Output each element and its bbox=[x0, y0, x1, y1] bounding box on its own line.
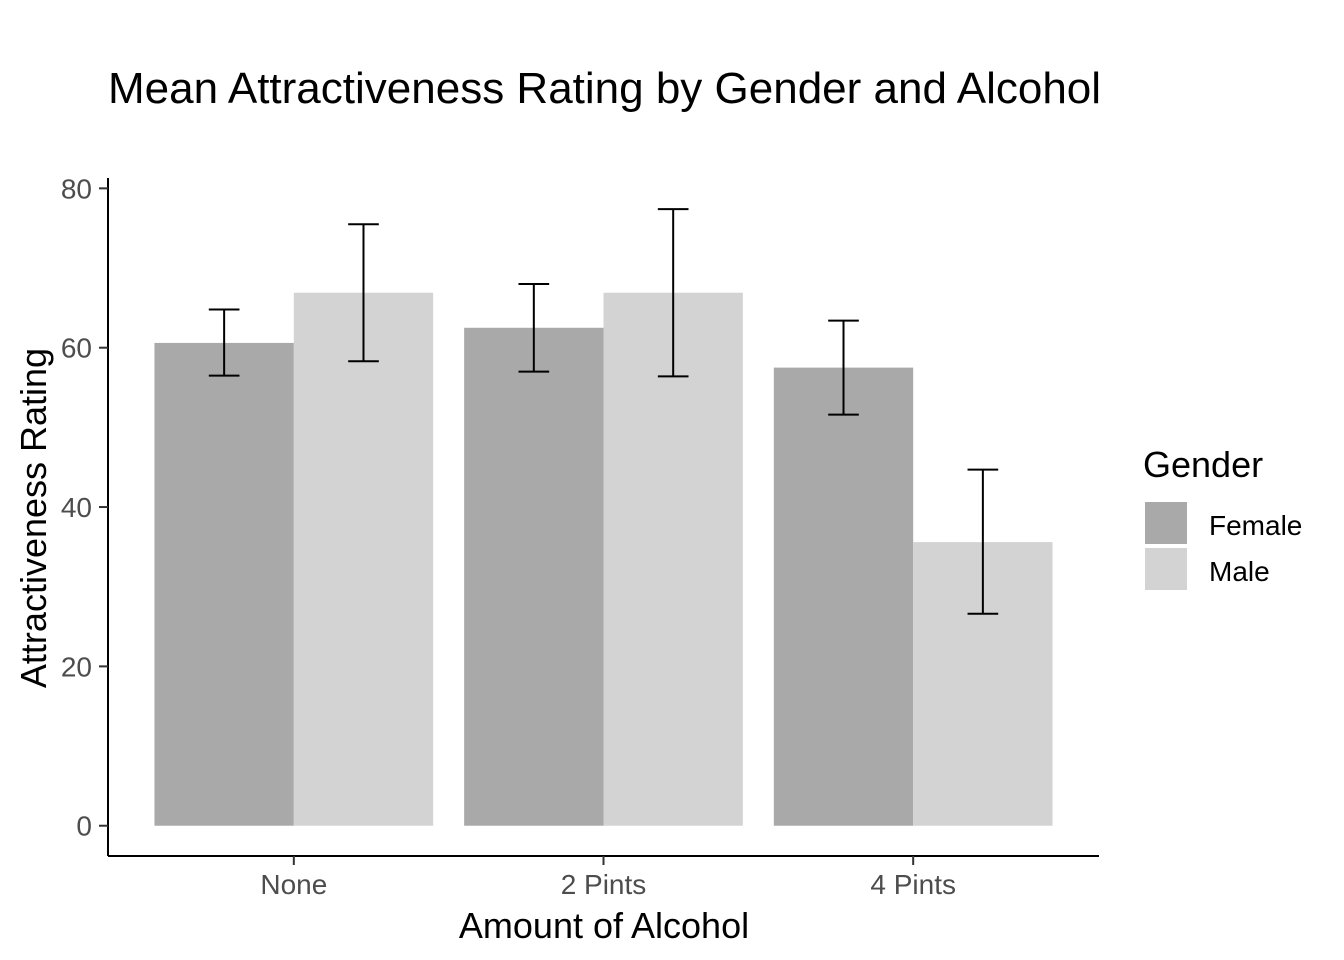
y-tick-label: 80 bbox=[61, 173, 92, 204]
errorbar-female-1 bbox=[518, 282, 550, 373]
errorbar-male-1 bbox=[657, 208, 689, 378]
errorbar-male-2 bbox=[967, 468, 999, 615]
legend-items: Female Male bbox=[1145, 502, 1302, 590]
bar-female-0 bbox=[154, 342, 294, 826]
legend-item-female: Female bbox=[1145, 502, 1302, 544]
errorbar-male-0 bbox=[348, 223, 379, 363]
y-axis-ticks: 0 20 40 60 80 bbox=[61, 173, 108, 842]
legend-swatch bbox=[1145, 548, 1187, 590]
bars-layer bbox=[154, 292, 1053, 826]
y-axis-title: Attractiveness Rating bbox=[13, 348, 54, 688]
errorbar-female-2 bbox=[828, 319, 859, 416]
x-tick-label: 2 Pints bbox=[561, 869, 647, 900]
y-tick-label: 60 bbox=[61, 333, 92, 364]
legend-title: Gender bbox=[1143, 444, 1263, 485]
legend: Gender Female Male bbox=[1143, 444, 1302, 590]
plot-area: 0 20 40 60 80 None 2 Pints 4 Pints bbox=[61, 173, 1099, 900]
legend-label: Male bbox=[1209, 556, 1270, 587]
y-tick-label: 0 bbox=[76, 811, 92, 842]
bar-male-0 bbox=[293, 292, 434, 826]
legend-item-male: Male bbox=[1145, 548, 1270, 590]
errorbars-layer bbox=[208, 208, 999, 615]
bar-male-1 bbox=[603, 292, 743, 826]
x-tick-label: None bbox=[260, 869, 327, 900]
y-tick-label: 40 bbox=[61, 492, 92, 523]
x-axis-ticks: None 2 Pints 4 Pints bbox=[260, 856, 956, 900]
legend-swatch bbox=[1145, 502, 1187, 544]
legend-label: Female bbox=[1209, 510, 1302, 541]
bar-female-1 bbox=[464, 327, 604, 826]
x-tick-label: 4 Pints bbox=[870, 869, 956, 900]
chart-title: Mean Attractiveness Rating by Gender and… bbox=[108, 64, 1101, 113]
bar-female-2 bbox=[773, 367, 914, 826]
errorbar-female-0 bbox=[208, 308, 240, 377]
x-axis-title: Amount of Alcohol bbox=[459, 905, 749, 946]
y-tick-label: 20 bbox=[61, 651, 92, 682]
